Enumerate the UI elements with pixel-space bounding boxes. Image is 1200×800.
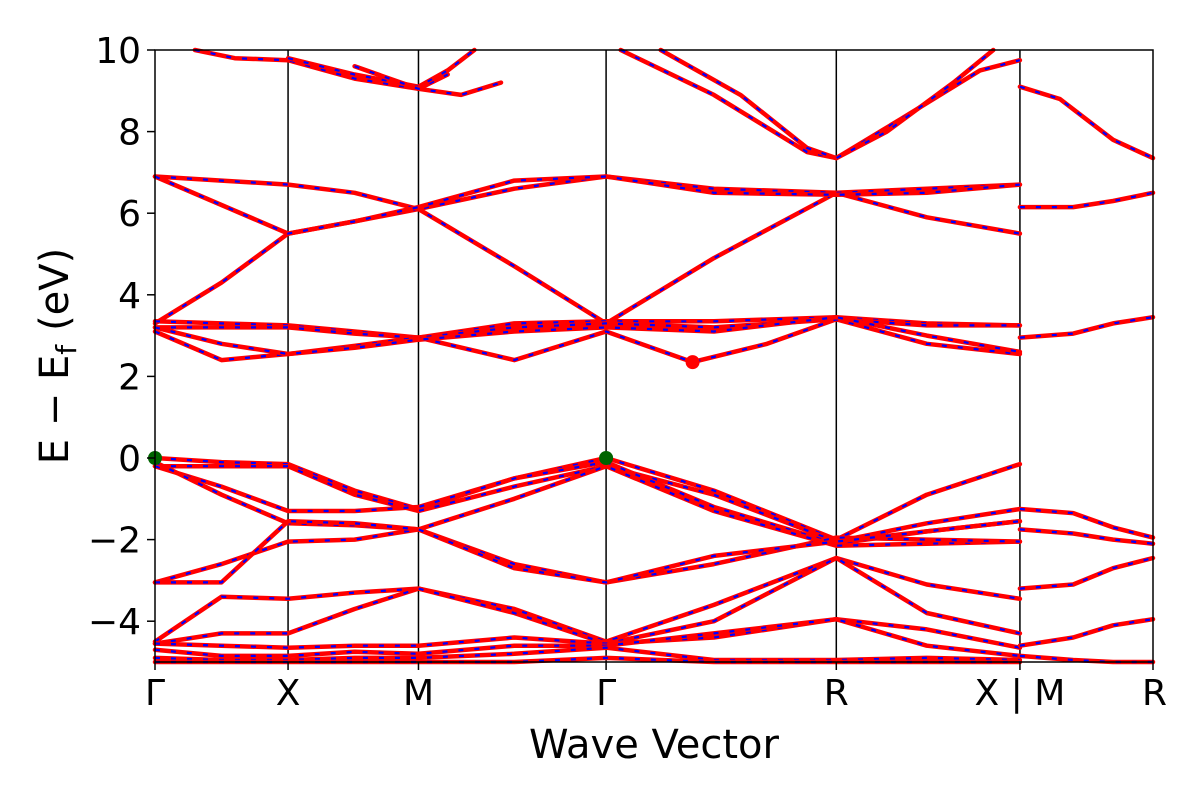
y-axis-label-subscript: f (50, 344, 83, 355)
x-axis-label: Wave Vector (529, 722, 780, 768)
band-line-24 (1017, 84, 1156, 161)
band-overlay-30 (1019, 618, 1154, 647)
band-lines (152, 47, 1156, 665)
band-line-0 (152, 190, 1023, 326)
band-overlay-27 (1019, 507, 1154, 539)
band-line-22 (618, 47, 1023, 161)
cbm-marker-0 (685, 355, 700, 370)
band-line-8 (152, 463, 1023, 544)
y-tick-label-7: 10 (95, 31, 141, 72)
band-line-13 (152, 555, 1023, 644)
band-line-16 (152, 616, 1023, 659)
x-tick-label-1: X (276, 673, 301, 714)
vbm-marker-1 (599, 451, 614, 465)
band-overlay-25 (1019, 191, 1154, 209)
band-overlay-21 (354, 65, 502, 96)
y-tick-label-2: 0 (118, 439, 141, 480)
y-tick-label-3: 2 (118, 357, 141, 398)
x-tick-label-6: R (1142, 673, 1167, 714)
y-tick-label-1: −2 (88, 521, 141, 562)
band-line-29 (1017, 555, 1156, 591)
y-tick-label-0: −4 (88, 602, 141, 643)
band-line-10 (152, 459, 1023, 548)
band-overlay-26 (1019, 316, 1154, 339)
band-overlay-20 (287, 49, 476, 88)
band-overlay-5 (154, 318, 1021, 364)
y-tick-label-4: 4 (118, 276, 141, 317)
y-axis-label-unit: (eV) (32, 248, 78, 331)
band-overlay-19 (194, 48, 449, 90)
band-overlay-11 (154, 528, 1020, 584)
x-tick-label-2: M (403, 673, 434, 714)
y-tick-label-5: 6 (118, 194, 141, 235)
band-overlay-24 (1019, 85, 1154, 160)
band-line-1 (152, 174, 1023, 212)
band-overlay-0 (154, 191, 1021, 325)
x-tick-label-4: R (824, 673, 849, 714)
band-line-2 (152, 174, 1023, 236)
extrema-markers (148, 355, 700, 465)
y-axis-label: E − Ef (eV) (32, 248, 83, 465)
band-overlay-6 (154, 316, 1021, 356)
x-axis-ticks: Γ X M Γ R X | M R (145, 662, 1167, 714)
band-overlay-14 (154, 556, 1021, 645)
band-overlay-8 (155, 465, 1021, 543)
band-overlay-28 (1019, 528, 1154, 545)
band-overlay-22 (620, 49, 1021, 160)
y-tick-label-6: 8 (118, 113, 141, 154)
x-tick-label-5: X | M (975, 673, 1066, 714)
y-axis-label-main: E − E (32, 355, 78, 465)
x-tick-label-0: Γ (145, 673, 165, 714)
band-line-15 (152, 616, 1023, 650)
band-overlay-23 (660, 49, 994, 160)
x-tick-label-3: Γ (596, 673, 616, 714)
y-axis-ticks: −4 −2 0 2 4 6 8 10 (88, 31, 155, 643)
plot-frame (154, 49, 1154, 663)
band-line-12 (152, 518, 1023, 585)
band-line-23 (658, 47, 996, 161)
